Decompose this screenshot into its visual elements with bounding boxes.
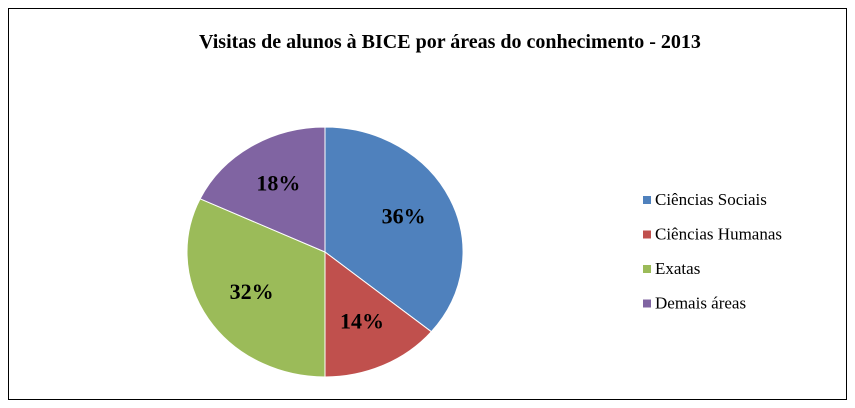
legend-swatch (643, 230, 651, 239)
pie-slice (199, 126, 326, 253)
pie-slice (324, 126, 464, 333)
data-label: 18% (256, 171, 300, 196)
legend-label: Ciências Sociais (655, 190, 767, 209)
legend-swatch (643, 196, 651, 204)
chart-title: Visitas de alunos à BICE por áreas do co… (199, 31, 701, 53)
data-label: 36% (382, 204, 426, 229)
legend-swatch (643, 265, 651, 273)
pie-slice (324, 251, 433, 378)
legend-swatch (643, 299, 651, 308)
legend-label: Ciências Humanas (655, 224, 782, 243)
legend-label: Demais áreas (655, 293, 746, 312)
data-label: 32% (230, 279, 274, 304)
pie-slice (186, 198, 326, 378)
data-label: 14% (340, 308, 384, 333)
legend-label: Exatas (655, 259, 700, 278)
